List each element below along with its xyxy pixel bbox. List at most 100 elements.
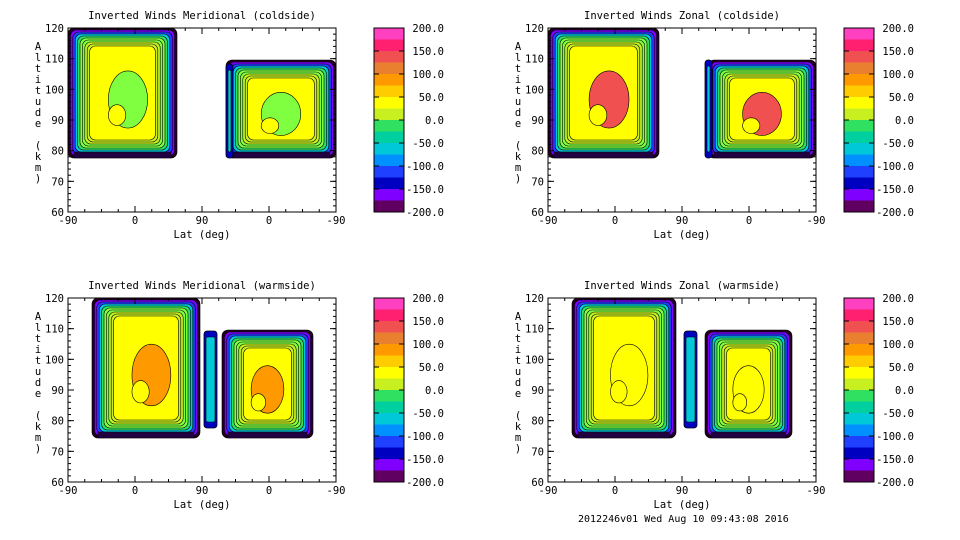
colorbar-tick-label: 150.0 [882, 46, 914, 58]
colorbar-tick-label: -50.0 [882, 138, 914, 150]
y-tick-label: 120 [525, 293, 544, 305]
colorbar-tick-label: 50.0 [889, 362, 914, 374]
colorbar-tick-label: 200.0 [882, 23, 914, 35]
contour-edge-band [553, 151, 654, 159]
x-tick-label: 0 [132, 215, 138, 227]
colorbar-swatch [844, 309, 874, 322]
chart-panel-4: Inverted Winds Zonal (warmside) 60 70 80 90 1… [515, 280, 914, 511]
colorbar: 200.0 150.0 100.0 50.0 0.0 -50.0 -100.0 -150.0 -… [843, 293, 914, 489]
colorbar-tick-label: -100.0 [406, 431, 444, 443]
contour-core [588, 104, 608, 126]
colorbar-swatch [844, 470, 874, 483]
colorbar-swatch [844, 120, 874, 132]
x-tick-label: 0 [132, 485, 138, 497]
x-axis-label: Lat (deg) [174, 229, 231, 241]
x-tick-label: 90 [196, 485, 209, 497]
colorbar-swatch [844, 436, 874, 448]
x-tick-label: 90 [196, 215, 209, 227]
data-lobe [704, 329, 793, 439]
colorbar-swatch [374, 378, 404, 391]
colorbar-swatch [374, 154, 404, 167]
x-axis-label: Lat (deg) [654, 499, 711, 511]
colorbar-swatch [844, 413, 874, 425]
colorbar-tick-label: -150.0 [876, 184, 914, 196]
colorbar-tick-label: 0.0 [895, 385, 914, 397]
colorbar-swatch [844, 108, 874, 121]
colorbar-swatch [844, 200, 874, 213]
x-tick-label: -90 [327, 215, 346, 227]
colorbar-swatch [844, 28, 874, 40]
colorbar-swatch [844, 367, 874, 379]
y-tick-label: 80 [531, 416, 544, 428]
colorbar-swatch [374, 344, 404, 356]
contour-band [227, 69, 232, 153]
colorbar-tick-label: -150.0 [876, 454, 914, 466]
colorbar-swatch [844, 332, 874, 345]
colorbar-tick-label: -200.0 [876, 207, 914, 219]
colorbar-swatch [374, 28, 404, 40]
colorbar-tick-label: -200.0 [876, 477, 914, 489]
y-tick-label: 90 [51, 385, 64, 397]
colorbar-swatch [844, 39, 874, 52]
colorbar: 200.0 150.0 100.0 50.0 0.0 -50.0 -100.0 -150.0 -… [373, 23, 444, 219]
colorbar-swatch [844, 51, 874, 63]
y-tick-label: 70 [531, 446, 544, 458]
data-lobe [91, 297, 201, 439]
colorbar-swatch [374, 424, 404, 437]
colorbar-swatch [374, 332, 404, 345]
colorbar-tick-label: 150.0 [882, 316, 914, 328]
y-tick-label: 90 [51, 115, 64, 127]
colorbar-swatch [844, 189, 874, 201]
colorbar-swatch [374, 166, 404, 178]
data-strip [704, 59, 713, 159]
contour-band [205, 336, 216, 423]
contour-core [732, 393, 748, 412]
y-tick-label: 100 [525, 84, 544, 96]
colorbar-swatch [844, 131, 874, 144]
colorbar-tick-label: -150.0 [406, 454, 444, 466]
colorbar-swatch [374, 97, 404, 109]
colorbar-tick-label: 50.0 [419, 362, 444, 374]
contour-edge-band [713, 151, 811, 159]
y-tick-label: 120 [525, 23, 544, 35]
colorbar-tick-label: -50.0 [412, 138, 444, 150]
contour-core [742, 117, 761, 134]
colorbar-tick-label: 0.0 [425, 385, 444, 397]
contour-edge-band [577, 431, 671, 439]
y-tick-label: 60 [51, 207, 64, 219]
colorbar-swatch [844, 344, 874, 356]
data-lobe [225, 59, 337, 159]
y-tick-label: 110 [525, 54, 544, 66]
colorbar: 200.0 150.0 100.0 50.0 0.0 -50.0 -100.0 -150.0 -… [843, 23, 914, 219]
y-tick-label: 60 [51, 477, 64, 489]
colorbar-swatch [844, 390, 874, 402]
contour-core [131, 380, 150, 404]
colorbar-swatch [374, 321, 404, 333]
contour-core [610, 380, 628, 404]
y-tick-label: 120 [45, 23, 64, 35]
y-tick-label: 90 [531, 115, 544, 127]
colorbar-swatch [844, 401, 874, 414]
contour-edge-band [97, 431, 195, 439]
colorbar-tick-label: 150.0 [412, 46, 444, 58]
colorbar-tick-label: 100.0 [412, 69, 444, 81]
colorbar-tick-label: -50.0 [412, 408, 444, 420]
x-axis-label: Lat (deg) [654, 229, 711, 241]
colorbar-swatch [844, 459, 874, 471]
chart-panel-3: Inverted Winds Meridional (warmside) 60 70… [35, 280, 444, 511]
chart-title: Inverted Winds Zonal (warmside) [584, 280, 780, 292]
contour-core [260, 117, 280, 134]
colorbar-swatch [374, 200, 404, 213]
x-tick-label: -90 [59, 485, 78, 497]
colorbar-tick-label: 100.0 [882, 339, 914, 351]
data-lobe [707, 59, 817, 159]
contour-core [108, 104, 127, 126]
colorbar-swatch [844, 143, 874, 155]
data-lobe [221, 329, 314, 439]
x-tick-label: 0 [266, 485, 272, 497]
colorbar-swatch [844, 321, 874, 333]
contour-edge-band [227, 431, 308, 439]
y-tick-label: 100 [45, 354, 64, 366]
